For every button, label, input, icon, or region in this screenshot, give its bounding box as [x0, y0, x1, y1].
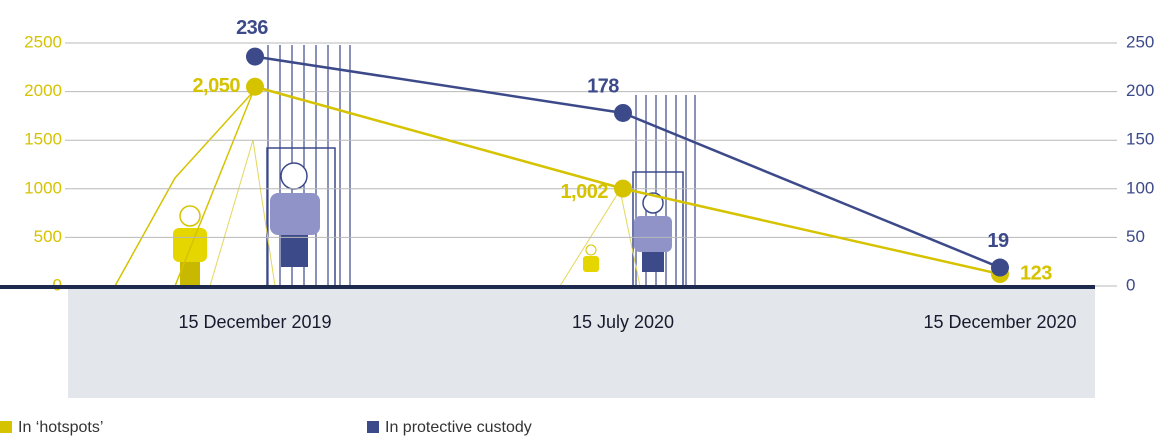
y2-tick-label: 100 [1126, 178, 1154, 197]
data-point [246, 77, 264, 96]
x-tick-label: 15 December 2020 [923, 312, 1076, 332]
data-point [614, 103, 632, 122]
y-tick-label: 2000 [24, 81, 62, 100]
data-point [614, 179, 632, 198]
y-tick-label: 500 [34, 227, 62, 246]
category-band [68, 289, 1095, 398]
legend-swatch [0, 421, 12, 433]
data-label: 178 [587, 75, 619, 97]
x-tick-label: 15 December 2019 [178, 312, 331, 332]
data-label: 2,050 [192, 75, 240, 97]
legend-label: In ‘hotspots’ [18, 419, 103, 436]
data-point [246, 47, 264, 66]
x-tick-label: 15 July 2020 [572, 312, 674, 332]
y2-tick-label: 50 [1126, 227, 1145, 246]
data-point [991, 258, 1009, 277]
y-tick-label: 2500 [24, 32, 62, 51]
y-tick-label: 1000 [24, 178, 62, 197]
y2-tick-label: 250 [1126, 32, 1154, 51]
y2-tick-label: 200 [1126, 81, 1154, 100]
y-tick-label: 1500 [24, 130, 62, 149]
y-tick-label: 0 [53, 275, 62, 294]
data-label: 123 [1020, 262, 1052, 284]
legend-swatch [367, 421, 379, 433]
data-label: 19 [987, 230, 1009, 252]
data-label: 236 [236, 17, 268, 39]
legend-label: In protective custody [385, 419, 532, 436]
y2-tick-label: 0 [1126, 275, 1135, 294]
data-label: 1,002 [560, 181, 608, 203]
series-line [254, 55, 1001, 269]
y2-tick-label: 150 [1126, 130, 1154, 149]
